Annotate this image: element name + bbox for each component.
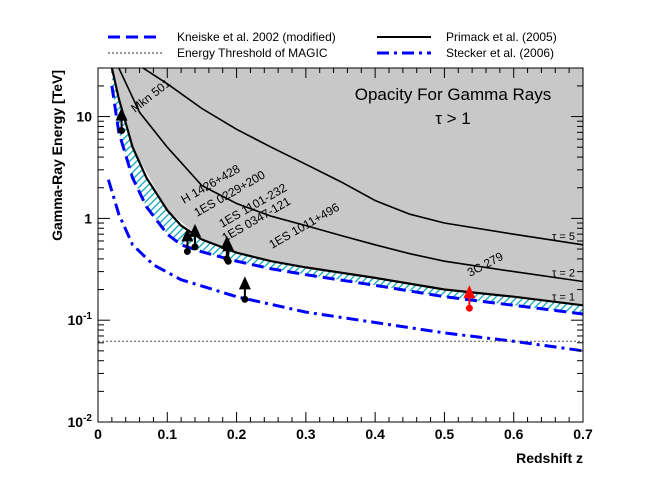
tau-2-label: τ = 2 <box>552 267 575 279</box>
x-tick-label: 0.3 <box>296 426 316 442</box>
primack-line <box>110 68 583 307</box>
source-point-3c-279 <box>465 304 473 312</box>
x-tick-label: 0.2 <box>227 426 247 442</box>
legend-label-stecker: Stecker et al. (2006) <box>446 46 554 60</box>
x-tick-label: 0.7 <box>573 426 593 442</box>
plot-frame <box>97 67 584 423</box>
source-point-1es-0347-121 <box>224 257 232 265</box>
x-tick-label: 0.4 <box>365 426 385 442</box>
source-markers <box>115 107 476 312</box>
source-point-h-1426-428 <box>183 247 191 255</box>
chart-subtitle: τ > 1 <box>435 109 471 128</box>
y-axis-label: Gamma-Ray Energy [TeV] <box>49 70 65 241</box>
source-point-mkn-501 <box>118 127 126 135</box>
source-point-1es-0229-200 <box>191 243 199 251</box>
tau-5-label: τ = 5 <box>552 231 575 243</box>
kneiske-line <box>110 85 583 316</box>
y-tick-label: 1 <box>84 210 92 226</box>
axes: 0 0.1 0.2 0.3 0.4 0.5 0.6 0.7 10 1 10-1 10-2 <box>68 67 593 442</box>
source-marker-1es-0347-121 <box>222 238 235 252</box>
tau-5-contour <box>142 68 583 246</box>
source-marker-1es-0229-200 <box>189 223 201 237</box>
tau-2-contour <box>118 68 583 283</box>
y-tick-label: 10-2 <box>68 413 93 430</box>
legend-label-magic: Energy Threshold of MAGIC <box>177 46 328 60</box>
source-marker-1es-1011-496 <box>238 276 251 290</box>
source-marker-h-1426-428 <box>181 228 194 242</box>
x-tick-label: 0 <box>94 426 102 442</box>
x-tick-label: 0.5 <box>435 426 455 442</box>
tau-1-label: τ = 1 <box>552 291 575 303</box>
x-tick-label: 0.6 <box>504 426 524 442</box>
x-tick-label: 0.1 <box>158 426 178 442</box>
stecker-line <box>106 179 583 353</box>
x-axis-label: Redshift z <box>516 450 583 466</box>
source-point-1es-1011-496 <box>241 295 249 303</box>
source-marker-mkn-501 <box>115 107 128 121</box>
legend: Kneiske et al. 2002 (modified) Primack e… <box>108 30 557 60</box>
source-marker-3c-279 <box>463 285 476 299</box>
curves <box>98 68 583 353</box>
uncertainty-band <box>111 68 583 314</box>
y-tick-label: 10-1 <box>68 311 93 328</box>
chart-title: Opacity For Gamma Rays <box>355 85 552 104</box>
legend-label-primack: Primack et al. (2005) <box>446 30 557 44</box>
legend-label-kneiske: Kneiske et al. 2002 (modified) <box>177 30 336 44</box>
y-tick-label: 10 <box>76 109 92 125</box>
